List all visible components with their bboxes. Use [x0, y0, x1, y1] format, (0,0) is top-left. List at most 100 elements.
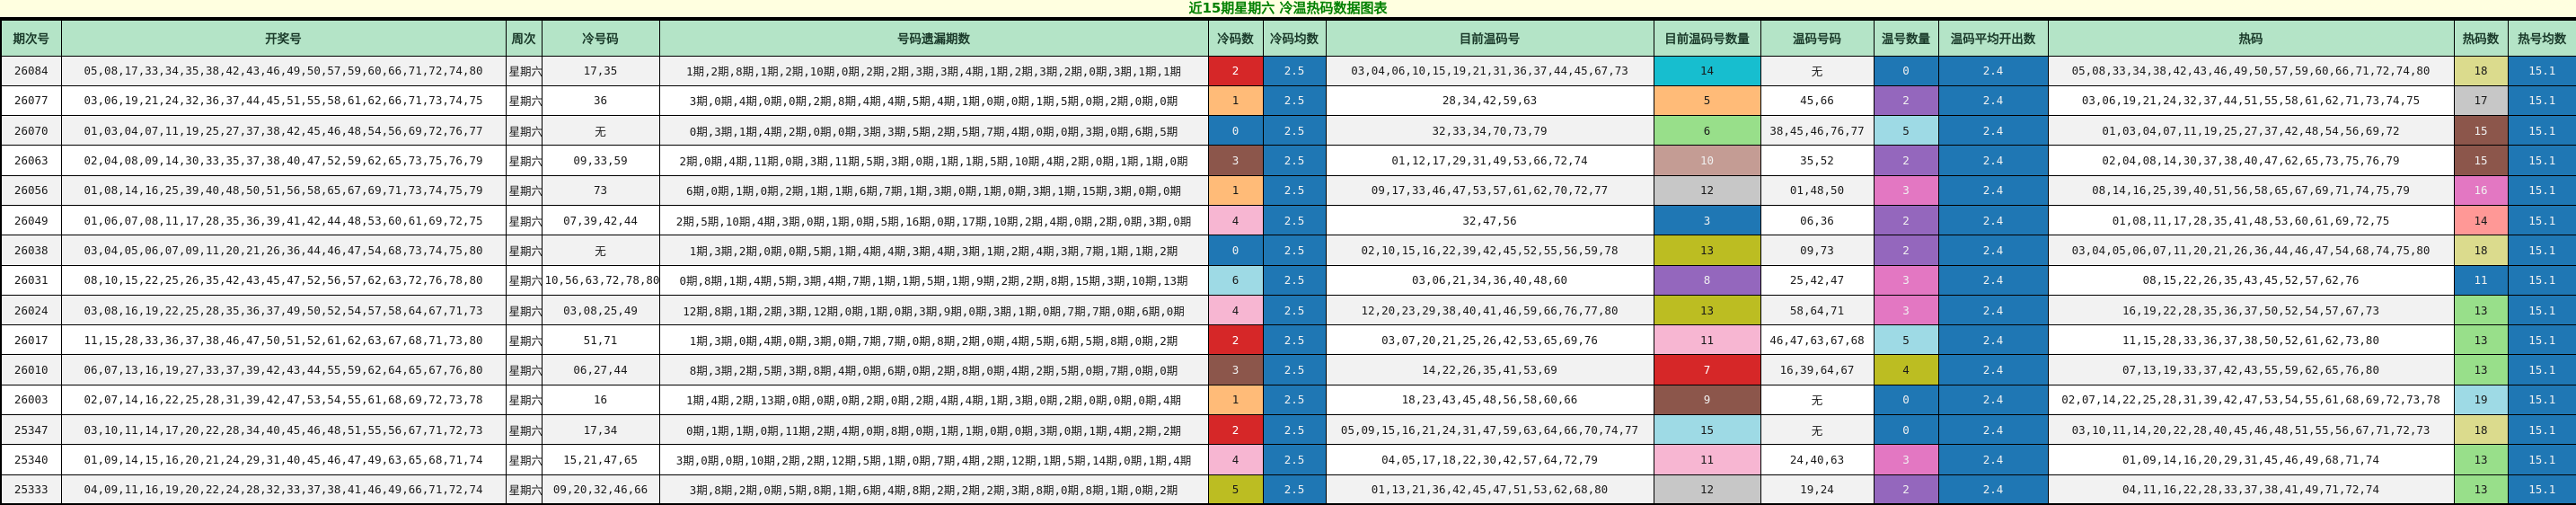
drawn-numbers-cell: 08,10,15,22,25,26,35,42,43,45,47,52,56,5… [60, 264, 507, 296]
miss-periods-cell: 1期,3期,2期,0期,0期,5期,1期,4期,4期,3期,4期,3期,1期,2… [658, 235, 1209, 266]
cold-avg-cell: 2.5 [1262, 55, 1327, 86]
weekday-cell: 星期六 [505, 55, 543, 86]
warm-avg-cell: 2.4 [1937, 145, 2049, 176]
table-row: 26024 03,08,16,19,22,25,28,35,36,37,49,5… [0, 294, 2576, 326]
warm-numbers-cell: 45,66 [1760, 84, 1875, 117]
warm-avg-cell: 2.4 [1937, 264, 2049, 296]
warm-count-cell: 2 [1873, 204, 1939, 236]
weekday-cell: 星期六 [505, 204, 543, 236]
page-title: 近15期星期六 冷温热码数据图表 [0, 0, 2576, 19]
cold-avg-cell: 2.5 [1262, 84, 1327, 117]
cold-count-cell: 3 [1207, 145, 1264, 176]
cold-avg-cell: 2.5 [1262, 145, 1327, 176]
weekday-cell: 星期六 [505, 145, 543, 176]
weekday-cell: 星期六 [505, 324, 543, 356]
hot-count-cell: 13 [2453, 324, 2509, 356]
warm-numbers-cell: 16,39,64,67 [1760, 354, 1875, 385]
warm-current-cell: 32,33,34,70,73,79 [1325, 115, 1654, 146]
warm-current-cell: 01,12,17,29,31,49,53,66,72,74 [1325, 145, 1654, 176]
warm-current-count-cell: 10 [1653, 145, 1761, 176]
cold-count-cell: 2 [1207, 324, 1264, 356]
hot-count-cell: 18 [2453, 235, 2509, 266]
warm-current-count-cell: 8 [1653, 264, 1761, 296]
hot-avg-cell: 15.1 [2507, 145, 2576, 176]
hot-numbers-cell: 03,10,11,14,20,22,28,40,45,46,48,51,55,5… [2047, 414, 2455, 446]
cold-count-cell: 4 [1207, 294, 1264, 326]
table-row: 26031 08,10,15,22,25,26,35,42,43,45,47,5… [0, 264, 2576, 296]
col-header-cold-numbers: 冷号码 [541, 19, 660, 57]
cold-avg-cell: 2.5 [1262, 384, 1327, 416]
col-header-hot-avg: 热号均数 [2507, 19, 2576, 57]
hot-numbers-cell: 03,04,05,06,07,11,20,21,26,36,44,46,47,5… [2047, 235, 2455, 266]
warm-count-cell: 2 [1873, 474, 1939, 505]
miss-periods-cell: 2期,5期,10期,4期,3期,0期,1期,0期,5期,16期,0期,17期,1… [658, 204, 1209, 236]
hot-avg-cell: 15.1 [2507, 115, 2576, 146]
cold-count-cell: 4 [1207, 204, 1264, 236]
drawn-numbers-cell: 02,04,08,09,14,30,33,35,37,38,40,47,52,5… [60, 145, 507, 176]
cold-avg-cell: 2.5 [1262, 204, 1327, 236]
table-row: 26010 06,07,13,16,19,27,33,37,39,42,43,4… [0, 354, 2576, 385]
hot-numbers-cell: 07,13,19,33,37,42,43,55,59,62,65,76,80 [2047, 354, 2455, 385]
weekday-cell: 星期六 [505, 444, 543, 475]
warm-count-cell: 3 [1873, 444, 1939, 475]
cold-numbers-cell: 无 [541, 115, 660, 146]
period-cell: 26063 [0, 145, 62, 176]
miss-periods-cell: 0期,3期,1期,4期,2期,0期,0期,3期,3期,5期,2期,5期,7期,4… [658, 115, 1209, 146]
drawn-numbers-cell: 01,08,14,16,25,39,40,48,50,51,56,58,65,6… [60, 174, 507, 206]
weekday-cell: 星期六 [505, 354, 543, 385]
weekday-cell: 星期六 [505, 235, 543, 266]
hot-avg-cell: 15.1 [2507, 84, 2576, 117]
warm-numbers-cell: 38,45,46,76,77 [1760, 115, 1875, 146]
table-row: 26003 02,07,14,16,22,25,28,31,39,42,47,5… [0, 384, 2576, 416]
miss-periods-cell: 1期,4期,2期,13期,0期,0期,0期,2期,0期,2期,4期,4期,1期,… [658, 384, 1209, 416]
hot-numbers-cell: 03,06,19,21,24,32,37,44,51,55,58,61,62,7… [2047, 84, 2455, 117]
hot-count-cell: 13 [2453, 294, 2509, 326]
table-header: 期次号 开奖号 周次 冷号码 号码遗漏期数 冷码数 冷码均数 目前温码号 目前温… [0, 19, 2576, 57]
drawn-numbers-cell: 06,07,13,16,19,27,33,37,39,42,43,44,55,5… [60, 354, 507, 385]
miss-periods-cell: 1期,3期,0期,4期,0期,3期,0期,7期,7期,0期,8期,2期,0期,4… [658, 324, 1209, 356]
hot-numbers-cell: 01,03,04,07,11,19,25,27,37,42,48,54,56,6… [2047, 115, 2455, 146]
warm-count-cell: 2 [1873, 145, 1939, 176]
warm-current-count-cell: 13 [1653, 294, 1761, 326]
drawn-numbers-cell: 04,09,11,16,19,20,22,24,28,32,33,37,38,4… [60, 474, 507, 505]
cold-count-cell: 2 [1207, 414, 1264, 446]
drawn-numbers-cell: 02,07,14,16,22,25,28,31,39,42,47,53,54,5… [60, 384, 507, 416]
period-cell: 26038 [0, 235, 62, 266]
hot-avg-cell: 15.1 [2507, 294, 2576, 326]
hot-avg-cell: 15.1 [2507, 174, 2576, 206]
cold-count-cell: 4 [1207, 444, 1264, 475]
warm-avg-cell: 2.4 [1937, 174, 2049, 206]
weekday-cell: 星期六 [505, 174, 543, 206]
cold-numbers-cell: 09,33,59 [541, 145, 660, 176]
col-header-drawn-numbers: 开奖号 [60, 19, 507, 57]
warm-current-count-cell: 11 [1653, 324, 1761, 356]
period-cell: 26049 [0, 204, 62, 236]
miss-periods-cell: 6期,0期,1期,0期,2期,1期,1期,6期,7期,1期,3期,0期,1期,0… [658, 174, 1209, 206]
warm-current-cell: 02,10,15,16,22,39,42,45,52,55,56,59,78 [1325, 235, 1654, 266]
miss-periods-cell: 3期,0期,4期,0期,0期,2期,8期,4期,4期,5期,4期,1期,0期,0… [658, 84, 1209, 117]
warm-current-count-cell: 12 [1653, 174, 1761, 206]
hot-avg-cell: 15.1 [2507, 204, 2576, 236]
cold-numbers-cell: 51,71 [541, 324, 660, 356]
hot-avg-cell: 15.1 [2507, 235, 2576, 266]
hot-avg-cell: 15.1 [2507, 324, 2576, 356]
cold-count-cell: 1 [1207, 174, 1264, 206]
warm-count-cell: 5 [1873, 115, 1939, 146]
warm-numbers-cell: 无 [1760, 55, 1875, 86]
miss-periods-cell: 3期,0期,0期,10期,2期,2期,12期,5期,1期,0期,7期,4期,2期… [658, 444, 1209, 475]
period-cell: 26031 [0, 264, 62, 296]
table-row: 26017 11,15,28,33,36,37,38,46,47,50,51,5… [0, 324, 2576, 356]
warm-current-count-cell: 3 [1653, 204, 1761, 236]
cold-numbers-cell: 15,21,47,65 [541, 444, 660, 475]
miss-periods-cell: 12期,8期,1期,2期,3期,12期,0期,1期,0期,3期,9期,0期,3期… [658, 294, 1209, 326]
period-cell: 26084 [0, 55, 62, 86]
period-cell: 26010 [0, 354, 62, 385]
warm-avg-cell: 2.4 [1937, 84, 2049, 117]
hot-numbers-cell: 01,08,11,17,28,35,41,48,53,60,61,69,72,7… [2047, 204, 2455, 236]
warm-current-count-cell: 15 [1653, 414, 1761, 446]
warm-current-cell: 03,06,21,34,36,40,48,60 [1325, 264, 1654, 296]
warm-current-count-cell: 11 [1653, 444, 1761, 475]
hot-avg-cell: 15.1 [2507, 264, 2576, 296]
warm-numbers-cell: 09,73 [1760, 235, 1875, 266]
weekday-cell: 星期六 [505, 294, 543, 326]
